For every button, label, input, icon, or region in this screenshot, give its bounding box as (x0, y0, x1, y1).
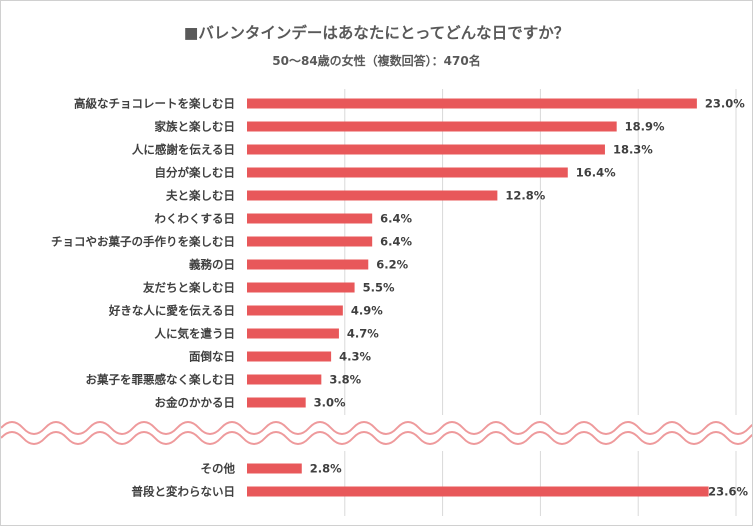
bar (247, 144, 605, 155)
bar (247, 259, 369, 270)
value-label: 23.0% (705, 97, 745, 111)
category-label: その他 (201, 462, 236, 476)
bar (247, 305, 343, 316)
value-label: 3.8% (329, 373, 361, 387)
bar (247, 374, 322, 385)
category-label: 人に気を遣う日 (155, 327, 236, 341)
bar (247, 463, 302, 474)
value-label: 2.8% (310, 462, 342, 476)
value-label: 16.4% (576, 166, 616, 180)
bar (247, 397, 306, 408)
bar (247, 236, 373, 247)
category-label: お金のかかる日 (155, 396, 236, 410)
value-label: 5.5% (363, 281, 395, 295)
bar (247, 486, 709, 497)
axis-break-band (1, 417, 752, 449)
category-label: 好きな人に愛を伝える日 (108, 304, 235, 318)
value-label: 6.4% (380, 212, 412, 226)
category-label: わくわくする日 (155, 212, 236, 226)
bar (247, 121, 617, 132)
value-label: 4.3% (339, 350, 371, 364)
bar (247, 351, 332, 362)
category-label: 夫と楽しむ日 (166, 189, 235, 203)
value-label: 23.6% (708, 485, 748, 499)
bar (247, 213, 373, 224)
bar (247, 167, 568, 178)
category-label: 友だちと楽しむ日 (143, 281, 235, 295)
category-label: 義務の日 (189, 258, 235, 272)
bar (247, 190, 498, 201)
category-label: チョコやお菓子の手作りを楽しむ日 (51, 235, 235, 249)
bar (247, 282, 355, 293)
category-label: お菓子を罪悪感なく楽しむ日 (86, 373, 236, 387)
value-label: 18.9% (625, 120, 665, 134)
value-label: 3.0% (314, 396, 346, 410)
value-label: 6.2% (376, 258, 408, 272)
category-label: 面倒な日 (189, 350, 235, 364)
bar (247, 98, 697, 109)
value-label: 4.7% (347, 327, 379, 341)
value-label: 6.4% (380, 235, 412, 249)
value-label: 12.8% (505, 189, 545, 203)
category-label: 人に感謝を伝える日 (132, 143, 235, 157)
category-label: 普段と変わらない日 (132, 485, 236, 499)
chart-subtitle: 50～84歳の女性（複数回答）：470名 (272, 54, 481, 68)
category-label: 家族と楽しむ日 (155, 120, 236, 134)
axis-break-wave (1, 421, 752, 435)
chart-title: ■バレンタインデーはあなたにとってどんな日ですか？ (183, 24, 570, 42)
value-label: 4.9% (351, 304, 383, 318)
axis-break-wave (1, 431, 752, 445)
category-label: 高級なチョコレートを楽しむ日 (74, 97, 235, 111)
value-label: 18.3% (613, 143, 653, 157)
bar (247, 328, 339, 339)
category-label: 自分が楽しむ日 (155, 166, 236, 180)
